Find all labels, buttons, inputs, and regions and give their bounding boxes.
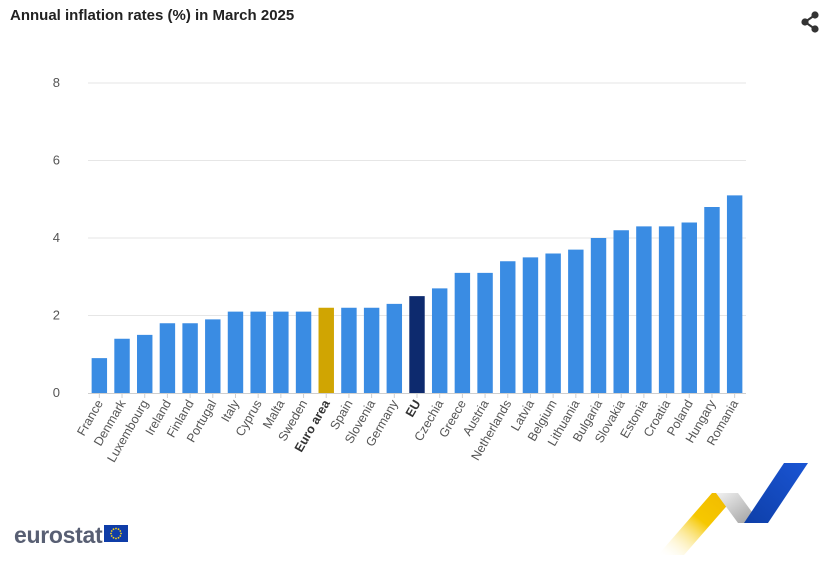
x-axis-ticks: FranceDenmarkLuxembourgIrelandFinlandPor… <box>74 393 746 465</box>
bar-finland[interactable] <box>182 323 198 393</box>
bar-croatia[interactable] <box>658 226 675 393</box>
bar-cyprus[interactable] <box>250 311 266 393</box>
bar-spain[interactable] <box>341 307 357 393</box>
y-tick-label: 4 <box>53 230 60 245</box>
chart-title: Annual inflation rates (%) in March 2025 <box>10 7 295 24</box>
bar-italy[interactable] <box>227 311 244 393</box>
bar-estonia[interactable] <box>636 226 652 393</box>
bar-france[interactable] <box>91 358 108 393</box>
bar-hungary[interactable] <box>704 207 720 393</box>
y-tick-label: 8 <box>53 75 60 90</box>
bar-eu[interactable] <box>409 296 425 393</box>
brand-name: eurostat <box>14 522 103 548</box>
bar-luxembourg[interactable] <box>137 334 153 393</box>
bar-sweden[interactable] <box>295 311 312 393</box>
y-tick-label: 0 <box>53 385 60 400</box>
bar-malta[interactable] <box>273 311 289 393</box>
y-tick-label: 2 <box>53 308 60 323</box>
bar-czechia[interactable] <box>431 288 448 393</box>
decorative-chevron-graphic <box>658 463 808 555</box>
bar-ireland[interactable] <box>159 323 176 393</box>
bar-greece[interactable] <box>454 272 471 393</box>
eu-flag-icon <box>104 524 129 547</box>
x-tick-label: EU <box>403 398 424 420</box>
bar-portugal[interactable] <box>205 319 221 393</box>
bar-austria[interactable] <box>477 272 493 393</box>
bar-poland[interactable] <box>681 222 697 394</box>
bar-netherlands[interactable] <box>500 261 516 393</box>
share-icon[interactable] <box>798 9 824 35</box>
bar-germany[interactable] <box>386 303 403 393</box>
bar-bulgaria[interactable] <box>590 238 607 393</box>
bar-euro-area[interactable] <box>318 307 334 393</box>
y-tick-label: 6 <box>53 153 60 168</box>
bar-slovenia[interactable] <box>363 307 380 393</box>
bar-romania[interactable] <box>726 195 743 393</box>
bar-belgium[interactable] <box>545 253 561 394</box>
bar-slovakia[interactable] <box>613 230 629 393</box>
eurostat-logo: eurostat <box>14 522 129 549</box>
bar-denmark[interactable] <box>114 338 130 393</box>
bar-latvia[interactable] <box>522 257 539 393</box>
bar-lithuania[interactable] <box>568 249 584 393</box>
y-axis-ticks: 0 2 4 6 8 <box>53 75 60 400</box>
bars <box>91 195 743 394</box>
